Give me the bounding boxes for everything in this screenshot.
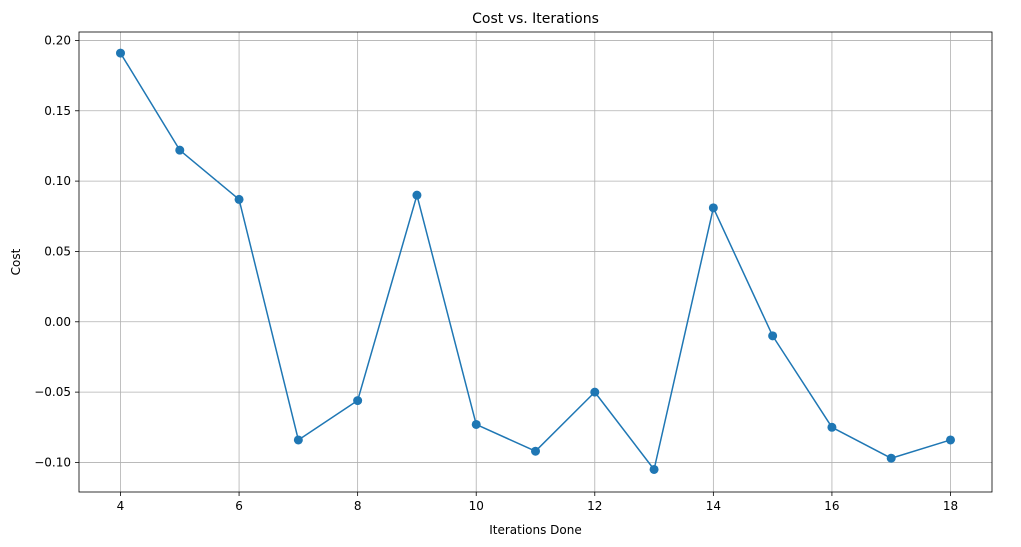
series-line bbox=[119, 52, 951, 471]
x-tick-label: 8 bbox=[354, 499, 362, 513]
data-point bbox=[768, 331, 778, 341]
x-tick-label: 6 bbox=[235, 499, 243, 513]
x-tick-label: 18 bbox=[943, 499, 958, 513]
x-tick-label: 12 bbox=[587, 499, 602, 513]
plot-frame bbox=[78, 31, 993, 493]
data-point bbox=[886, 453, 896, 463]
data-point bbox=[946, 435, 955, 445]
y-tick-label: 0.15 bbox=[44, 104, 71, 118]
data-point bbox=[531, 446, 540, 456]
y-tick-label: −0.05 bbox=[34, 385, 71, 399]
y-tick-label: 0.10 bbox=[44, 174, 71, 188]
series-layer bbox=[116, 48, 955, 474]
data-point bbox=[234, 194, 244, 204]
y-tick-label: 0.05 bbox=[44, 244, 71, 258]
x-tick-label: 14 bbox=[706, 499, 721, 513]
x-tick-label: 10 bbox=[469, 499, 484, 513]
data-point bbox=[708, 203, 718, 213]
x-tick-label: 16 bbox=[824, 499, 839, 513]
grid bbox=[79, 32, 992, 492]
x-axis: 4 6 8 10 12 14 16 18 bbox=[117, 492, 958, 513]
x-tick-label: 4 bbox=[117, 499, 125, 513]
data-point bbox=[293, 435, 303, 445]
y-axis: −0.10 −0.05 0.00 0.05 0.10 0.15 0.20 bbox=[34, 33, 79, 469]
data-point bbox=[471, 419, 481, 429]
data-point bbox=[175, 145, 185, 155]
y-tick-label: −0.10 bbox=[34, 455, 71, 469]
chart-title: Cost vs. Iterations bbox=[472, 11, 599, 27]
data-point bbox=[412, 190, 422, 200]
data-point bbox=[827, 422, 837, 432]
data-point bbox=[353, 396, 363, 406]
y-tick-label: 0.00 bbox=[44, 315, 71, 329]
data-point bbox=[116, 48, 125, 58]
data-point bbox=[590, 387, 600, 397]
y-axis-label: Cost bbox=[9, 248, 23, 275]
x-axis-label: Iterations Done bbox=[489, 523, 582, 537]
y-tick-label: 0.20 bbox=[44, 33, 71, 47]
data-point bbox=[649, 464, 659, 474]
